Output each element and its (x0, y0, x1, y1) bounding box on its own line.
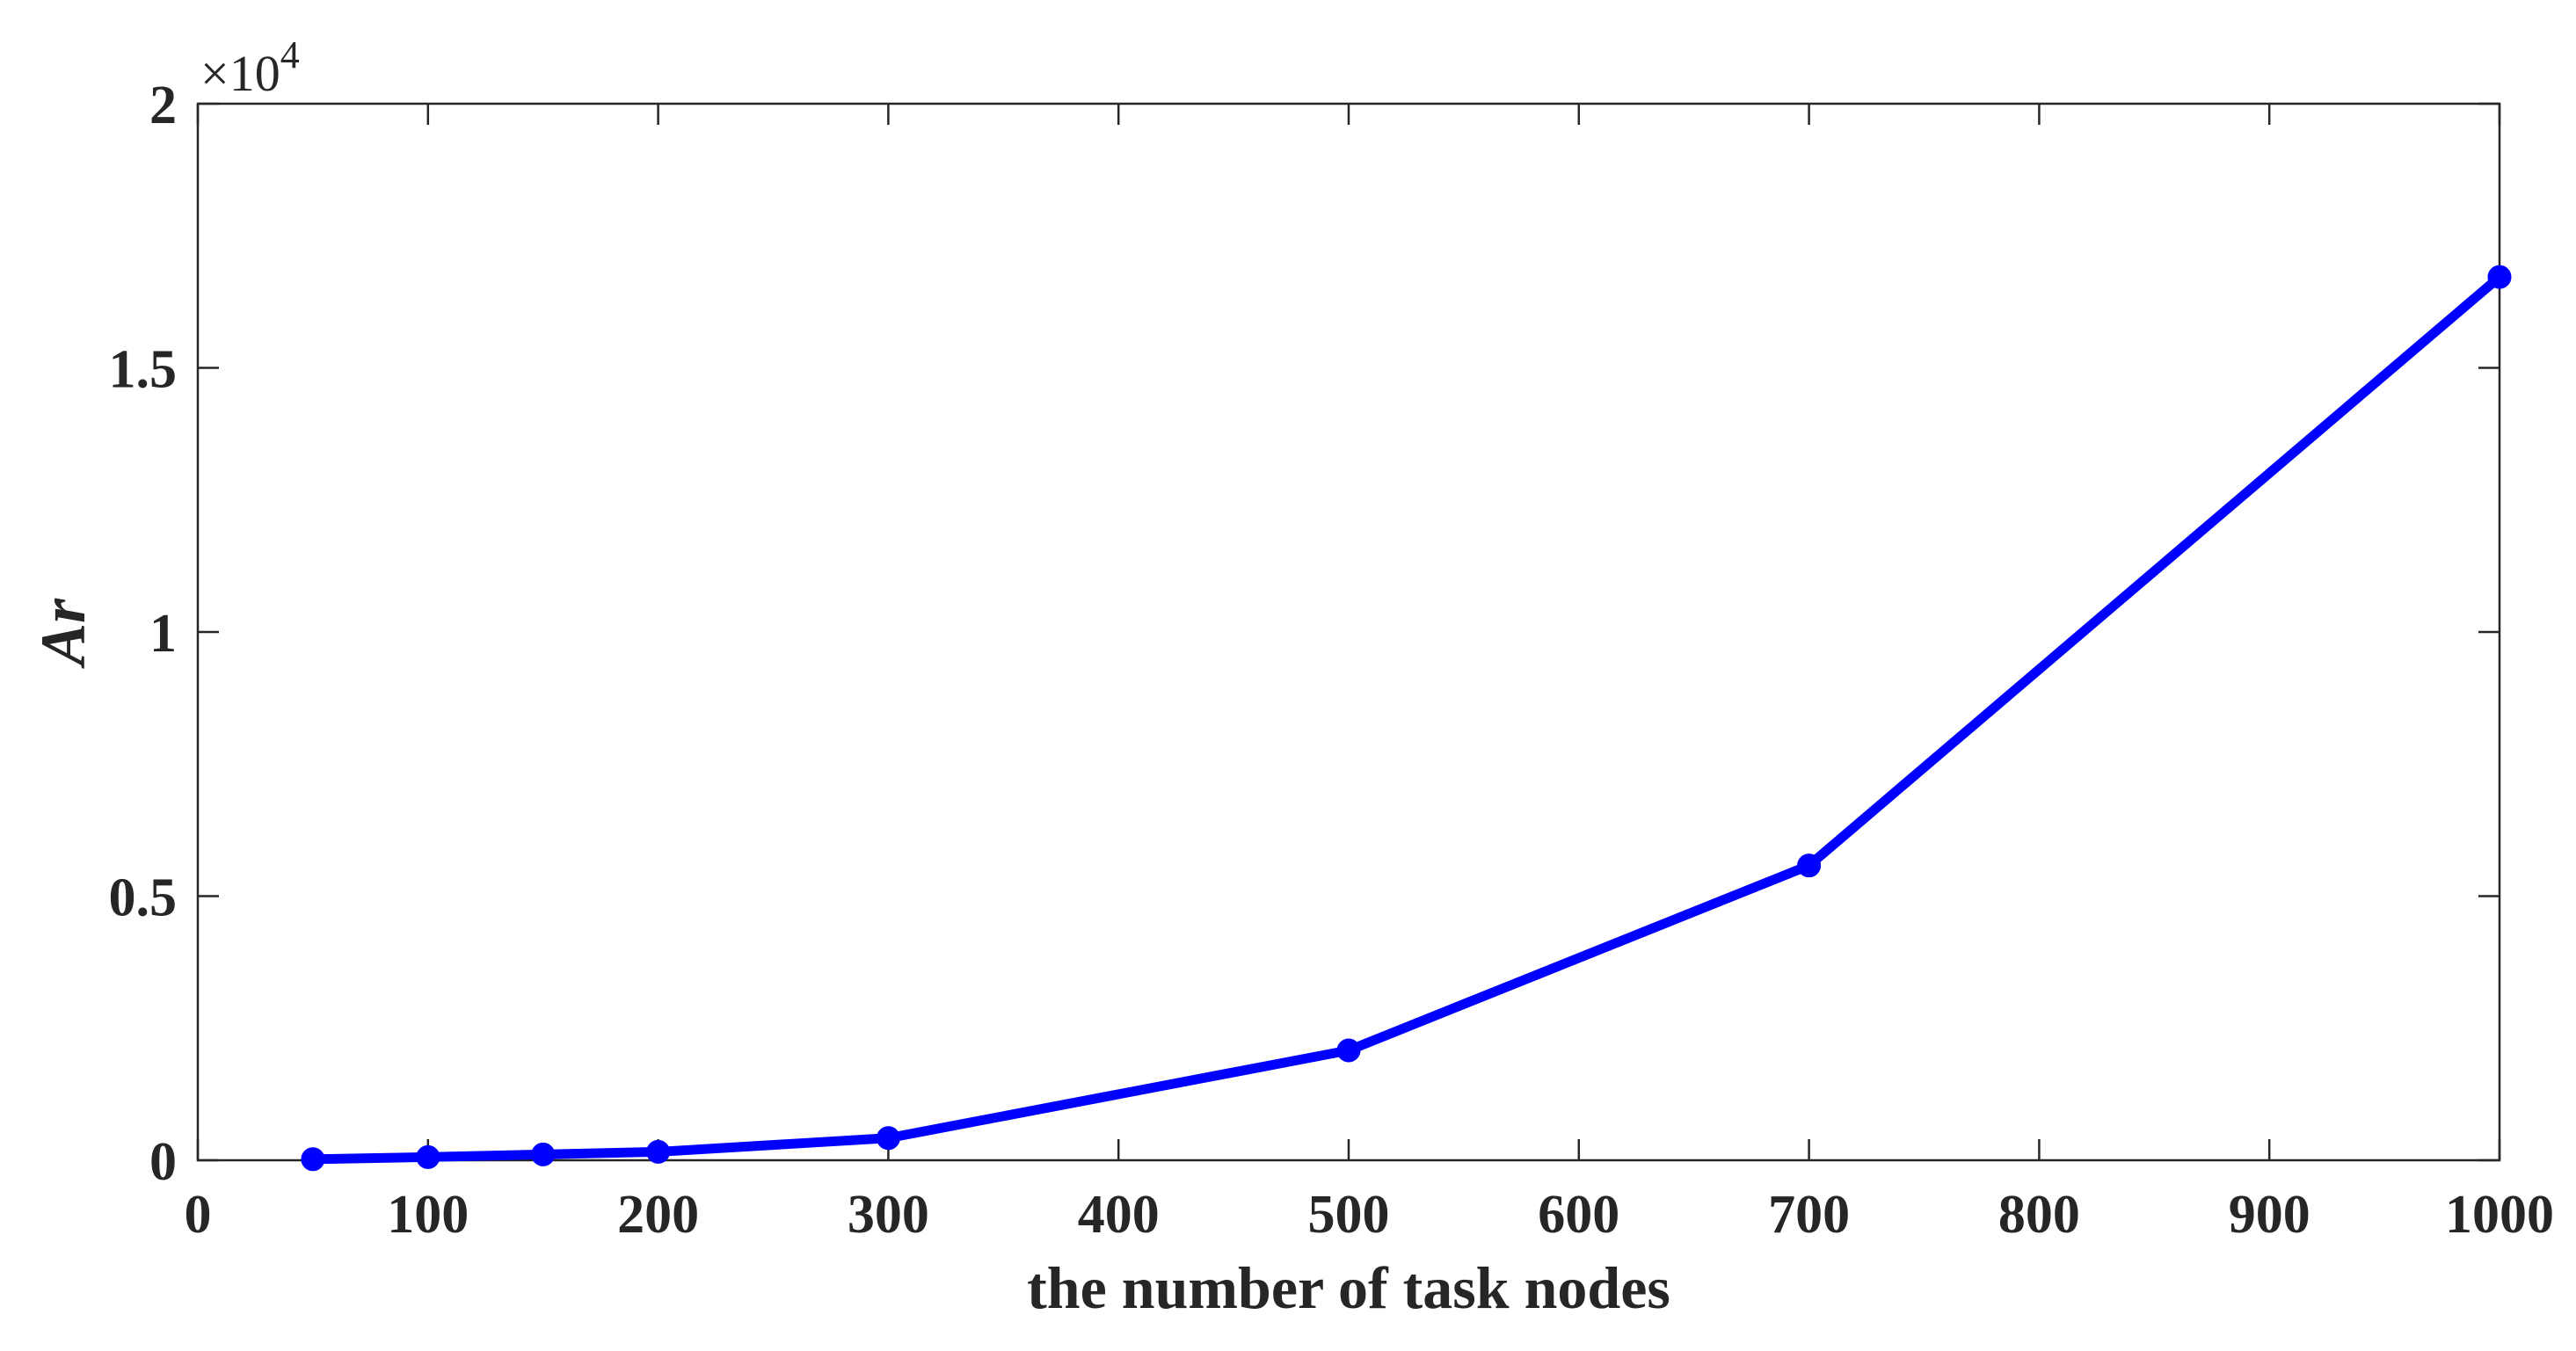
y-exponent-label: ×104 (200, 33, 300, 102)
x-tick-label: 800 (1998, 1185, 2080, 1245)
x-tick-label: 700 (1768, 1185, 1850, 1245)
y-tick-label: 0.5 (109, 868, 178, 928)
y-tick-label: 0 (149, 1132, 177, 1192)
data-point (416, 1144, 440, 1169)
y-exponent-base: ×10 (200, 45, 280, 102)
x-tick-label: 200 (617, 1185, 699, 1245)
x-tick-label: 500 (1308, 1185, 1390, 1245)
axis-ticks: 0 100 200 300 400 500 600 700 800 900 1000 0 0.5 1 1.5… (109, 76, 2555, 1245)
data-point (301, 1147, 325, 1172)
x-tick-label: 900 (2229, 1185, 2310, 1245)
data-point (2487, 265, 2512, 289)
y-exponent-power: 4 (280, 33, 300, 76)
data-point (876, 1126, 900, 1151)
y-tick-label: 1.5 (109, 340, 178, 400)
data-point (646, 1139, 671, 1164)
data-point (1336, 1038, 1361, 1063)
x-tick-label: 300 (848, 1185, 929, 1245)
y-axis-label: Ar (28, 598, 98, 669)
series-layer (301, 265, 2512, 1172)
x-tick-label: 1000 (2445, 1185, 2554, 1245)
plot-area (196, 102, 2501, 1162)
axis-labels: the number of task nodes Ar ×104 (28, 33, 1670, 1321)
x-tick-label: 100 (387, 1185, 469, 1245)
y-tick-label: 2 (149, 76, 177, 135)
x-tick-label: 0 (185, 1185, 212, 1245)
x-tick-label: 600 (1538, 1185, 1619, 1245)
x-tick-label: 400 (1078, 1185, 1160, 1245)
y-tick-label: 1 (149, 604, 177, 664)
data-point (1797, 853, 1822, 878)
data-point (531, 1142, 556, 1166)
series-line (308, 272, 2505, 1165)
x-axis-label: the number of task nodes (1027, 1254, 1670, 1321)
